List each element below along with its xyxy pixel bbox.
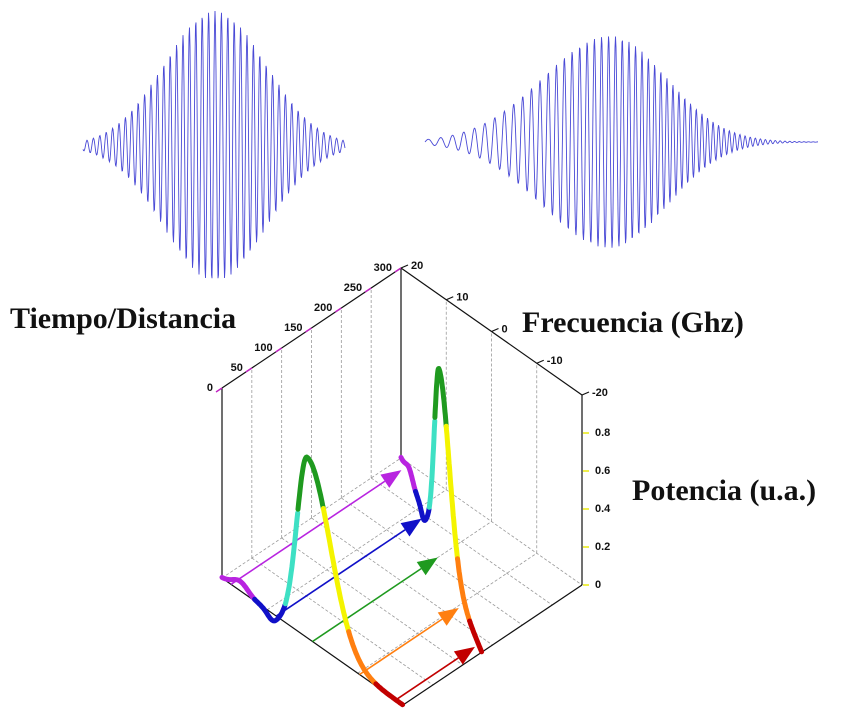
time-label: Tiempo/Distancia	[10, 302, 236, 335]
frequency-tick-label: 10	[456, 292, 468, 304]
arrow-shaft	[313, 569, 422, 642]
power-label: Potencia (u.a.)	[632, 474, 816, 507]
frequency-tick	[537, 360, 544, 363]
frequency-tick-label: -10	[547, 355, 563, 367]
time-tick	[216, 388, 222, 392]
spectrum-output	[458, 559, 470, 621]
power-tick-label: 0.6	[595, 465, 610, 477]
spectra	[222, 369, 482, 705]
frequency-tick	[401, 265, 408, 268]
arrow-head	[417, 558, 438, 576]
waveform-time	[83, 11, 345, 278]
time-tick-label: 0	[207, 382, 213, 394]
spectrum-output	[435, 369, 446, 427]
power-tick-label: 0.8	[595, 427, 610, 439]
arrow-shaft	[360, 619, 443, 674]
spectrum-input	[222, 577, 255, 599]
time-tick	[395, 268, 401, 272]
waveforms	[83, 11, 818, 278]
frequency-tick	[492, 329, 499, 332]
time-tick	[246, 368, 252, 372]
frequency-tick-label: 0	[502, 323, 508, 335]
arrow-head	[438, 608, 459, 626]
power-tick-label: 0	[595, 579, 601, 591]
time-tick	[306, 328, 312, 332]
arrow-shaft	[396, 658, 459, 700]
scene: 05010015020025030020100-10-2000.20.40.60…	[0, 0, 847, 708]
time-tick	[276, 348, 282, 352]
time-tick-label: 250	[344, 282, 362, 294]
time-tick-label: 200	[314, 302, 332, 314]
power-tick-label: 0.2	[595, 541, 610, 553]
spectrum-output	[401, 457, 416, 491]
arrow-shaft	[231, 481, 385, 584]
box-edge	[403, 585, 582, 705]
spectrum-input	[376, 684, 403, 705]
arrow-head	[380, 470, 401, 488]
spectrum-output	[429, 421, 435, 507]
frequency-tick	[582, 392, 589, 395]
frequency-tick-label: 20	[411, 260, 423, 272]
spectrum-input	[298, 457, 323, 509]
arrow-head	[454, 647, 475, 665]
frequency-label: Frecuencia (Ghz)	[522, 306, 744, 339]
arrow-head	[401, 519, 422, 537]
time-tick	[365, 288, 371, 292]
frequency-tick-label: -20	[592, 387, 608, 399]
time-tick-label: 300	[374, 262, 392, 274]
spectrum-output	[446, 426, 457, 559]
time-tick-label: 150	[284, 322, 302, 334]
time-tick	[335, 308, 341, 312]
spectrum-input	[285, 513, 297, 604]
frequency-tick	[446, 297, 453, 300]
time-tick-label: 100	[254, 342, 272, 354]
waveform-frequency	[425, 36, 818, 247]
time-tick-label: 50	[231, 362, 243, 374]
power-tick-label: 0.4	[595, 503, 611, 515]
spectrum-input	[255, 599, 285, 621]
